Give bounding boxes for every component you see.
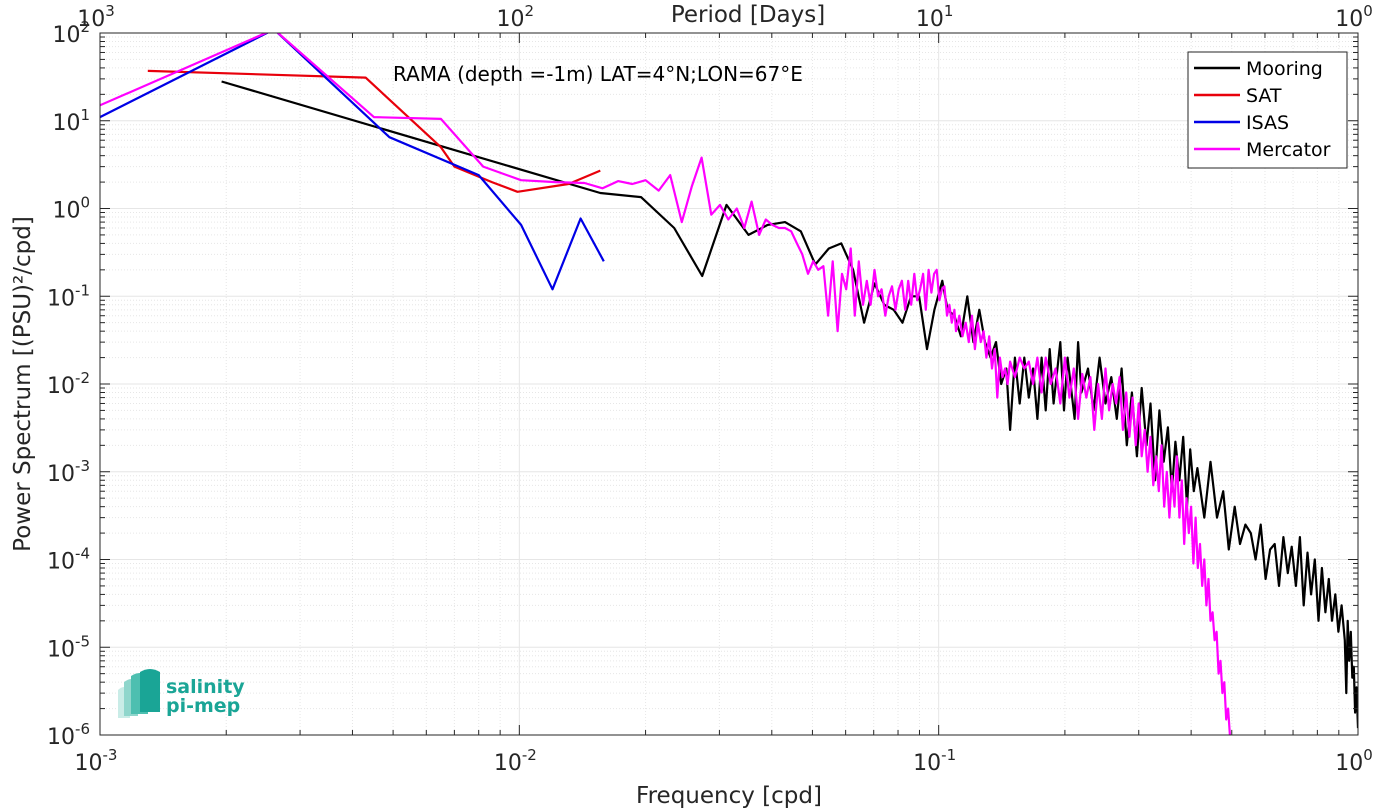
x-tick-label: 100 (1335, 746, 1373, 776)
x2-tick-label: 100 (1335, 2, 1373, 32)
y-tick-label: 10-5 (47, 632, 90, 662)
series-line-sat (147, 69, 601, 193)
y-tick-label: 101 (52, 106, 90, 136)
y-tick-label: 10-2 (47, 369, 90, 399)
y-axis-title: Power Spectrum [(PSU)²/cpd] (10, 216, 36, 552)
x-tick-label: 10-1 (913, 746, 956, 776)
x2-tick-label: 102 (497, 2, 535, 32)
y-tick-label: 10-1 (47, 281, 90, 311)
x-axis-title: Frequency [cpd] (636, 783, 822, 809)
x-tick-label: 10-3 (75, 746, 118, 776)
x2-tick-label: 103 (77, 2, 115, 32)
x-tick-label: 10-2 (494, 746, 537, 776)
chart-title: RAMA (depth =-1m) LAT=4°N;LON=67°E (393, 62, 803, 86)
logo-text-line1: salinity (166, 676, 245, 698)
y-tick-label: 10-4 (47, 545, 90, 575)
legend-label-isas: ISAS (1246, 112, 1289, 134)
x2-tick-label: 101 (916, 2, 954, 32)
legend-label-mooring: Mooring (1246, 58, 1323, 80)
series-layer (100, 33, 1358, 735)
legend-label-mercator: Mercator (1246, 139, 1331, 161)
y-tick-label: 100 (52, 194, 90, 224)
legend-label-sat: SAT (1246, 85, 1282, 107)
series-line-mercator (100, 33, 1231, 735)
y-tick-label: 10-6 (47, 720, 90, 750)
y-tick-label: 102 (52, 18, 90, 48)
legend: Mooring SAT ISAS Mercator (1187, 51, 1348, 169)
top-axis-title: Period [Days] (671, 2, 825, 28)
logo-mark-icon (118, 669, 160, 718)
ticks (99, 32, 1359, 736)
salinity-pimep-logo: salinity pi-mep (118, 669, 245, 718)
logo-text-line2: pi-mep (166, 695, 240, 717)
y-tick-label: 10-3 (47, 457, 90, 487)
